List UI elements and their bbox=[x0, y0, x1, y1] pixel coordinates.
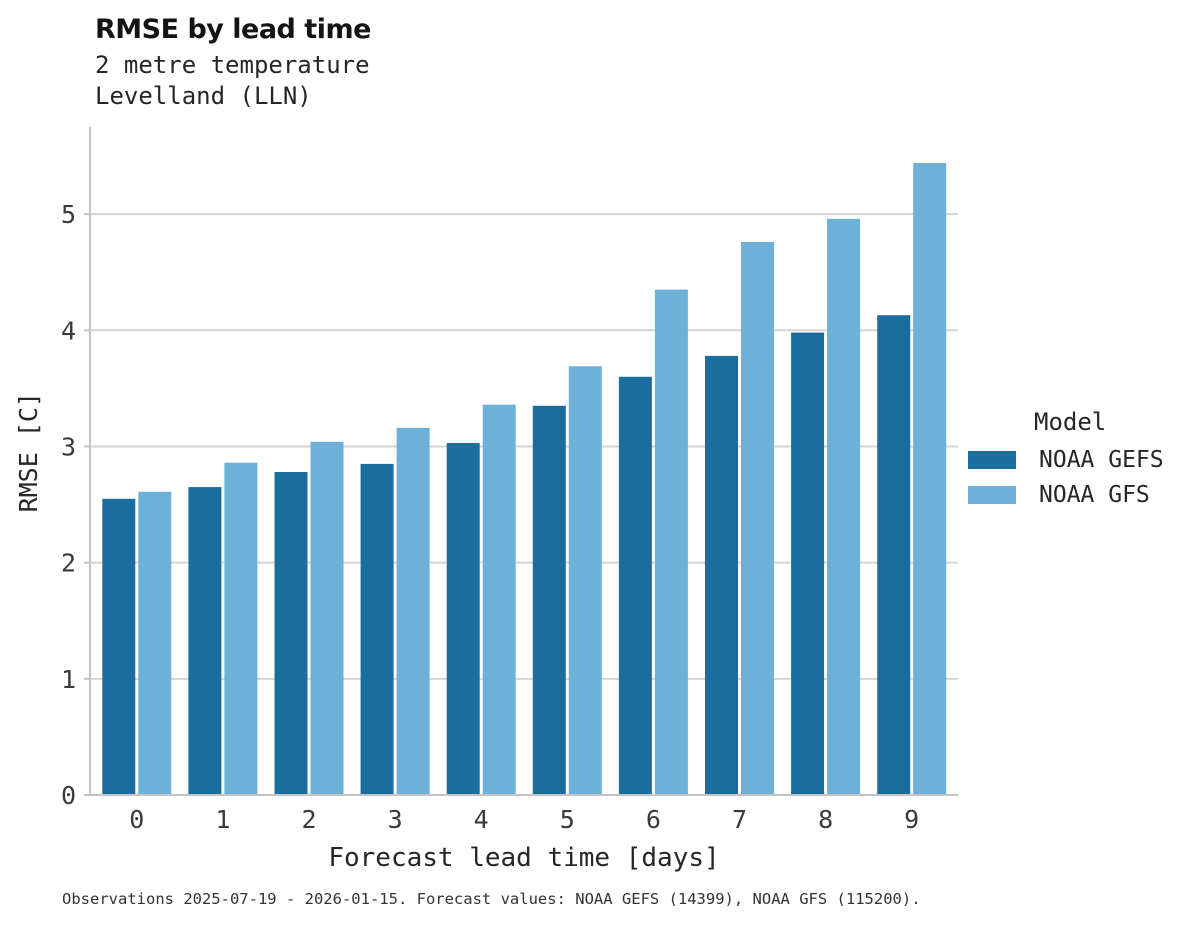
bar-noaa-gefs-lead-4 bbox=[446, 443, 480, 795]
y-tick-label-3: 3 bbox=[61, 432, 76, 461]
bar-noaa-gfs-lead-0 bbox=[138, 491, 172, 795]
x-tick-label-1: 1 bbox=[215, 805, 230, 834]
y-tick-label-2: 2 bbox=[61, 549, 76, 578]
bar-noaa-gefs-lead-8 bbox=[791, 332, 825, 795]
bar-noaa-gfs-lead-2 bbox=[310, 441, 344, 795]
legend-label-noaa-gfs: NOAA GFS bbox=[1039, 481, 1150, 508]
bar-noaa-gefs-lead-5 bbox=[532, 405, 566, 795]
x-tick-label-7: 7 bbox=[732, 805, 747, 834]
bar-noaa-gfs-lead-5 bbox=[568, 366, 602, 795]
x-tick-label-5: 5 bbox=[560, 805, 575, 834]
bar-noaa-gefs-lead-7 bbox=[705, 355, 738, 795]
chart-subtitle: 2 metre temperature Levelland (LLN) bbox=[95, 50, 370, 112]
bar-noaa-gfs-lead-7 bbox=[741, 242, 774, 795]
legend-label-noaa-gefs: NOAA GEFS bbox=[1039, 446, 1164, 473]
bar-noaa-gfs-lead-3 bbox=[396, 427, 430, 795]
x-tick-label-8: 8 bbox=[818, 805, 833, 834]
x-tick-label-3: 3 bbox=[388, 805, 403, 834]
x-axis-label: Forecast lead time [days] bbox=[328, 843, 720, 873]
x-tick-label-0: 0 bbox=[129, 805, 144, 834]
x-tick-label-4: 4 bbox=[474, 805, 489, 834]
subtitle-line-2: Levelland (LLN) bbox=[95, 82, 312, 110]
bar-noaa-gefs-lead-0 bbox=[102, 498, 136, 795]
x-tick-label-6: 6 bbox=[646, 805, 661, 834]
bar-noaa-gfs-lead-4 bbox=[482, 404, 516, 795]
y-tick-label-5: 5 bbox=[61, 200, 76, 229]
legend: Model NOAA GEFS NOAA GFS bbox=[968, 408, 1188, 508]
y-tick-label-4: 4 bbox=[61, 316, 76, 345]
bar-noaa-gfs-lead-1 bbox=[224, 462, 258, 795]
bar-noaa-gefs-lead-9 bbox=[877, 315, 911, 795]
legend-entry-noaa-gfs: NOAA GFS bbox=[968, 481, 1188, 508]
legend-title: Model bbox=[1034, 408, 1107, 436]
caption-text: Observations 2025-07-19 - 2026-01-15. Fo… bbox=[62, 890, 921, 908]
legend-swatch-noaa-gefs bbox=[968, 450, 1016, 469]
bar-noaa-gfs-lead-8 bbox=[827, 218, 861, 796]
bar-noaa-gefs-lead-2 bbox=[274, 472, 308, 795]
x-tick-label-2: 2 bbox=[301, 805, 316, 834]
chart-title: RMSE by lead time bbox=[95, 14, 371, 45]
legend-entry-noaa-gefs: NOAA GEFS bbox=[968, 446, 1188, 473]
bar-noaa-gfs-lead-9 bbox=[913, 163, 947, 795]
legend-swatch-noaa-gfs bbox=[968, 485, 1016, 504]
bar-noaa-gfs-lead-6 bbox=[654, 289, 688, 795]
bar-noaa-gefs-lead-3 bbox=[360, 463, 394, 795]
y-tick-label-1: 1 bbox=[61, 665, 76, 694]
bar-noaa-gefs-lead-6 bbox=[618, 376, 652, 795]
x-tick-label-9: 9 bbox=[904, 805, 919, 834]
y-tick-label-0: 0 bbox=[61, 781, 76, 810]
subtitle-line-1: 2 metre temperature bbox=[95, 51, 370, 79]
bar-noaa-gefs-lead-1 bbox=[188, 487, 222, 795]
y-axis-label: RMSE [C] bbox=[14, 392, 43, 513]
